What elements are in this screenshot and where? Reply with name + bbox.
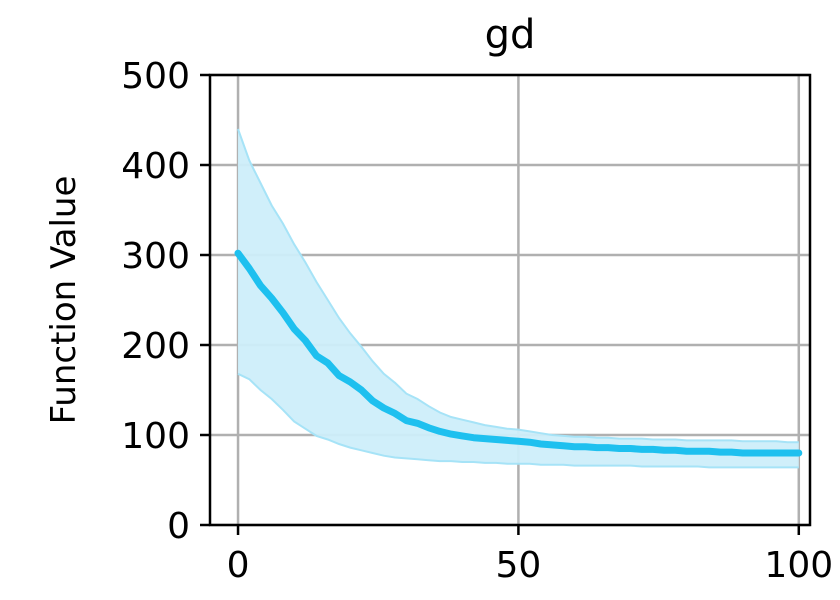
mean-line xyxy=(234,249,803,457)
upper-bound-line xyxy=(237,128,799,444)
x-tick-label: 0 xyxy=(227,545,250,586)
y-tick-label: 500 xyxy=(121,56,190,97)
plot-frame xyxy=(208,73,812,527)
x-tick-label: 50 xyxy=(496,545,542,586)
confidence-band xyxy=(237,128,799,469)
std-band-area xyxy=(238,129,799,468)
y-tick-label: 400 xyxy=(121,146,190,187)
mean-line-layer xyxy=(234,249,803,457)
y-tick-label: 0 xyxy=(167,506,190,547)
y-axis-label: Function Value xyxy=(44,176,84,425)
axes xyxy=(200,73,812,535)
lower-bound-line xyxy=(237,372,799,469)
tick-labels: 0 50 100 0 100 200 300 400 500 xyxy=(121,56,833,586)
y-tick-label: 200 xyxy=(121,326,190,367)
x-tick-label: 100 xyxy=(764,545,833,586)
y-tick-label: 300 xyxy=(121,236,190,277)
y-tick-label: 100 xyxy=(121,416,190,457)
chart-title: gd xyxy=(485,12,536,58)
